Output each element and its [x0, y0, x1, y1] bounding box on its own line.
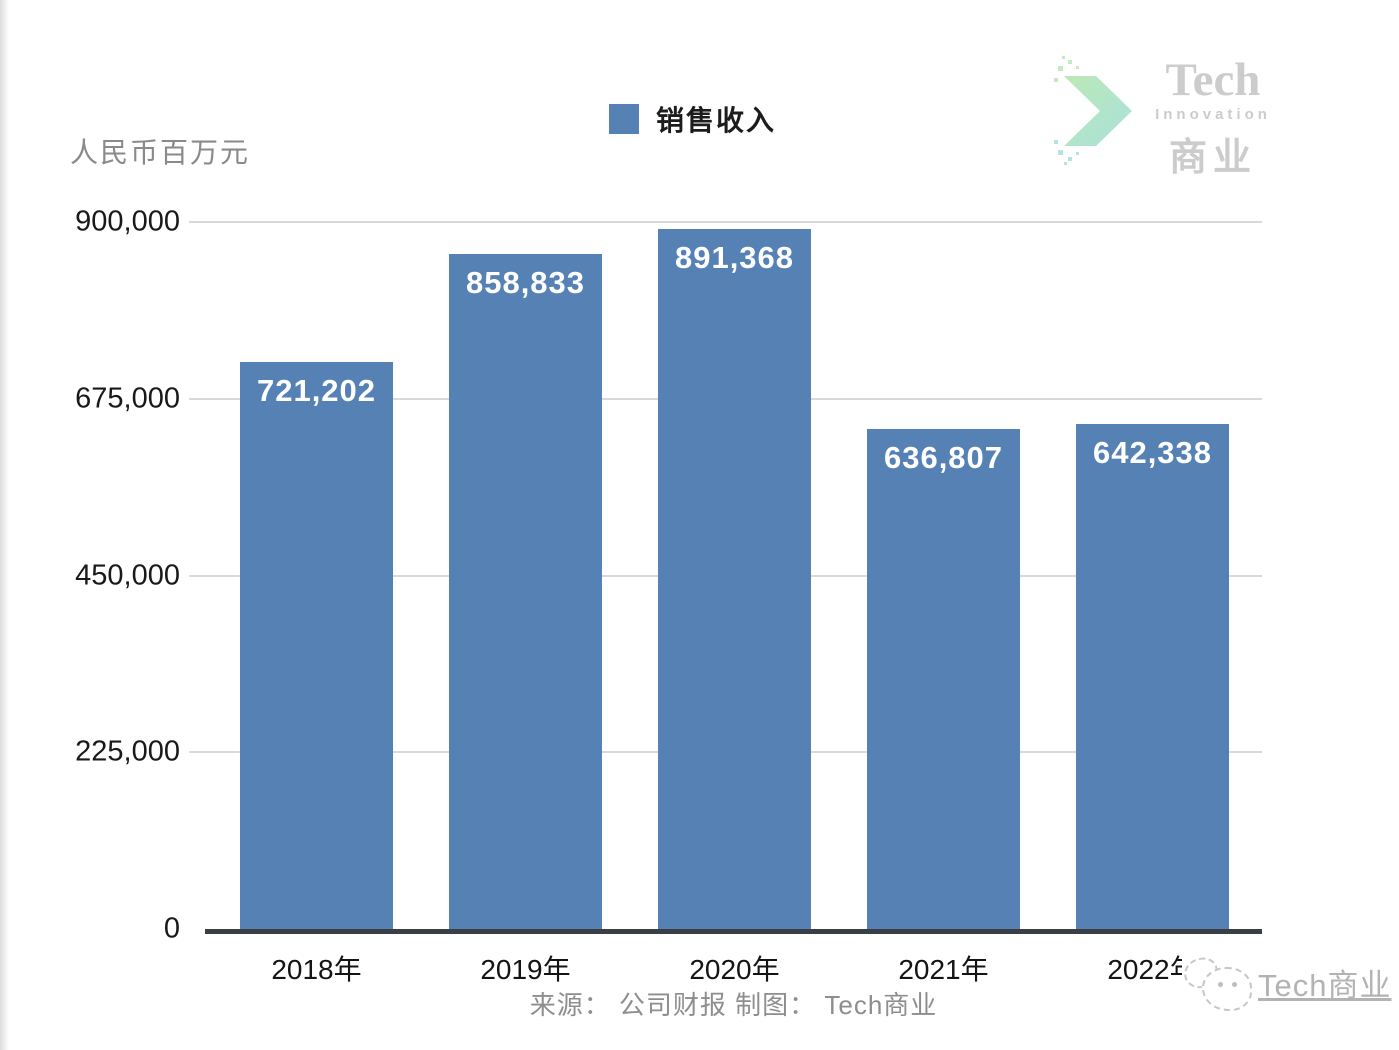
watermark: Tech商业	[1142, 942, 1392, 1028]
plot-area: 721,202 858,833 891,368 636,807 642,338	[189, 221, 1262, 934]
logo-subtitle: Innovation	[1155, 106, 1271, 123]
bar-2021年: 636,807	[867, 428, 1020, 929]
page-left-edge	[0, 0, 9, 1050]
legend-swatch-icon	[609, 104, 639, 134]
x-axis-line	[205, 929, 1262, 934]
bar-2020年: 891,368	[658, 228, 811, 929]
y-axis-title: 人民币百万元	[70, 137, 251, 168]
y-tick-label: 675,000	[75, 382, 180, 415]
wechat-eye-dot	[1218, 982, 1223, 987]
bar-value-label: 858,833	[465, 265, 586, 301]
chevron-arrow-icon	[1054, 56, 1132, 165]
x-axis-labels: 2018年 2019年 2020年 2021年 2022年	[205, 948, 1262, 988]
wechat-eye-dot	[1232, 982, 1237, 987]
bar-value-label: 721,202	[256, 373, 377, 409]
x-axis-label: 2018年	[271, 954, 362, 985]
y-tick-label: 900,000	[75, 205, 180, 238]
y-tick-label: 0	[163, 912, 180, 945]
bar-2019年: 858,833	[449, 254, 602, 929]
x-axis-label: 2020年	[689, 954, 780, 985]
x-axis-label: 2019年	[480, 954, 571, 985]
y-tick-label: 450,000	[75, 559, 180, 591]
x-axis-label: 2021年	[898, 954, 989, 985]
y-tick-label: 225,000	[75, 735, 180, 768]
bar-value-label: 636,807	[883, 439, 1004, 475]
bar-2022年: 642,338	[1076, 424, 1229, 929]
y-axis-tick-labels: 0 225,000 450,000 675,000 900,000	[0, 207, 180, 943]
logo-title: Tech	[1165, 54, 1261, 106]
source-note: 来源： 公司财报 制图： Tech商业	[529, 990, 938, 1020]
bar-value-label: 891,368	[674, 239, 795, 275]
gridline	[189, 221, 1262, 223]
bar-value-label: 642,338	[1092, 435, 1213, 471]
brand-logo: Tech Innovation 商业	[1054, 56, 1284, 181]
logo-cn-title: 商业	[1168, 137, 1257, 179]
legend-label: 销售收入	[656, 105, 777, 136]
bar-series: 721,202 858,833 891,368 636,807 642,338	[205, 222, 1262, 929]
legend: 销售收入	[609, 99, 776, 139]
wechat-bubble-icon	[1202, 967, 1252, 1011]
watermark-label: Tech商业	[1258, 968, 1392, 1003]
logo-text: Tech Innovation 商业	[1142, 56, 1284, 181]
bar-2018年: 721,202	[240, 362, 393, 929]
